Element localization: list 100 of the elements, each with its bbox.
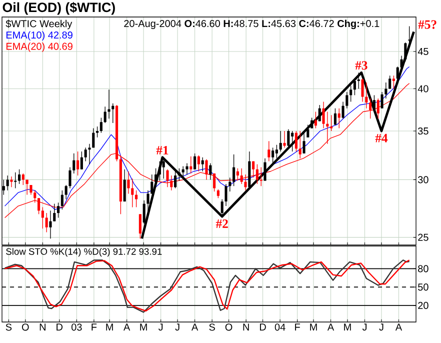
x-tick-label: J xyxy=(175,324,180,331)
candlestick xyxy=(60,190,64,210)
x-tick-label: J xyxy=(362,324,367,331)
candlestick xyxy=(268,140,270,162)
candlestick xyxy=(369,98,372,119)
x-tick-label: 04 xyxy=(274,324,286,331)
candlestick xyxy=(182,166,184,177)
candlestick xyxy=(322,101,325,129)
candlestick xyxy=(170,175,173,191)
x-tick-label: O xyxy=(22,324,29,331)
candlestick xyxy=(22,173,24,186)
y-tick-label: 30 xyxy=(418,176,428,184)
x-tick-label: A xyxy=(327,324,334,330)
candlestick xyxy=(158,160,161,182)
candlestick xyxy=(353,78,356,96)
x-tick-label: M xyxy=(106,324,113,330)
annotation: #4 xyxy=(375,134,388,142)
candlestick xyxy=(244,174,247,191)
candlestick xyxy=(287,128,290,148)
candlestick xyxy=(232,154,236,186)
candlestick xyxy=(104,106,106,124)
candlestick xyxy=(26,179,28,196)
line-series xyxy=(4,83,410,218)
candlestick xyxy=(357,72,360,90)
x-tick-label: F xyxy=(92,324,97,330)
y-tick-label: 35 xyxy=(418,127,428,135)
candlestick xyxy=(174,171,177,189)
x-tick-label: S xyxy=(6,324,12,331)
candlestick xyxy=(30,184,32,196)
candlestick xyxy=(400,55,403,70)
candlestick xyxy=(162,158,165,179)
candlestick xyxy=(376,98,380,119)
x-tick-label: S xyxy=(209,324,215,331)
candlestick xyxy=(49,210,52,239)
candlestick xyxy=(350,85,352,102)
candlestick xyxy=(260,166,262,186)
candlestick xyxy=(45,212,48,233)
candlestick xyxy=(186,162,188,175)
candlestick xyxy=(57,202,60,218)
candlestick xyxy=(294,130,298,152)
candlestick xyxy=(338,108,340,129)
candlestick xyxy=(396,66,399,79)
candlestick xyxy=(404,42,407,62)
x-tick-label: J xyxy=(158,324,163,331)
annotation: #1 xyxy=(156,146,168,154)
x-tick-label: A xyxy=(124,324,130,330)
y-tick-label: 80 xyxy=(418,265,428,272)
chart-title: Slow STO %K(14) %D(3) 91.72 93.91 xyxy=(6,248,162,257)
candlestick xyxy=(96,126,99,138)
candlestick xyxy=(256,164,258,184)
candlestick xyxy=(10,176,13,188)
text: EMA(10) 42.89 xyxy=(6,31,72,41)
x-tick-label: 03 xyxy=(72,324,82,331)
candlestick xyxy=(342,101,344,119)
candlestick xyxy=(372,94,376,112)
candlestick xyxy=(264,158,266,182)
candlestick xyxy=(330,114,333,132)
candlestick xyxy=(388,75,392,90)
candlestick xyxy=(34,190,36,203)
candlestick xyxy=(41,206,44,229)
candlestick xyxy=(68,166,72,189)
annotation: #3 xyxy=(355,61,368,70)
candlestick xyxy=(127,171,130,194)
candlestick xyxy=(123,169,126,202)
candlestick xyxy=(76,151,80,176)
x-tick-label: A xyxy=(395,324,402,330)
candlestick xyxy=(326,111,329,144)
chart-subtitle: $WTIC Weekly xyxy=(6,20,72,30)
candlestick xyxy=(298,130,302,159)
candlestick xyxy=(275,144,278,159)
candlestick xyxy=(384,82,388,99)
candlestick xyxy=(252,160,255,178)
candlestick xyxy=(138,214,142,239)
x-tick-label: N xyxy=(243,324,249,330)
y-tick-label: 25 xyxy=(418,234,428,241)
candlestick xyxy=(224,184,228,206)
candlestick xyxy=(302,130,306,154)
text: 20-Aug-2004 O:46.60 H:48.75 L:45.63 C:46.72 Chg:+0.1 xyxy=(124,20,380,30)
x-tick-label: N xyxy=(40,324,46,330)
candlestick xyxy=(283,130,286,148)
candlestick xyxy=(272,147,274,165)
candlestick xyxy=(146,190,150,214)
candlestick xyxy=(131,178,134,208)
candlestick xyxy=(306,124,310,138)
candlestick xyxy=(154,168,158,184)
candlestick xyxy=(194,153,196,170)
candlestick xyxy=(228,177,232,192)
y-tick-label: 45 xyxy=(418,48,428,56)
candlestick xyxy=(220,198,224,217)
x-tick-label: O xyxy=(225,324,232,331)
candlestick xyxy=(108,89,110,119)
y-tick-label: 20 xyxy=(418,302,428,309)
chart-title: Oil (EOD) ($WTIC) xyxy=(2,2,115,15)
candlestick xyxy=(88,144,91,165)
candlestick xyxy=(80,151,83,170)
x-tick-label: A xyxy=(191,324,198,330)
candlestick xyxy=(205,158,208,180)
y-tick-label: 50 xyxy=(418,284,428,291)
candlestick xyxy=(150,174,154,194)
candlestick xyxy=(213,173,216,192)
